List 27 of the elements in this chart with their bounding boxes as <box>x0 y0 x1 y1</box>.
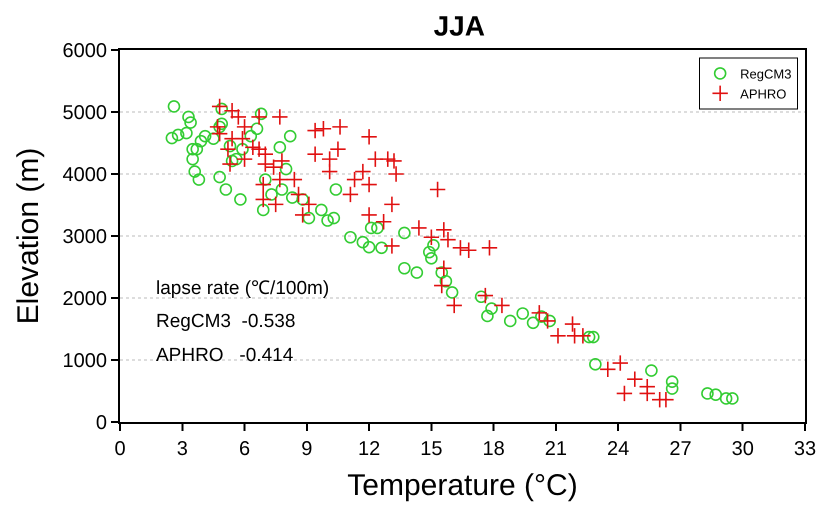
annotation: RegCM3 -0.538 <box>156 311 296 332</box>
y-tick-label: 6000 <box>62 40 107 62</box>
legend-label: RegCM3 <box>740 66 792 82</box>
x-tick-label: 3 <box>176 438 188 460</box>
y-tick-label: 1000 <box>62 350 107 372</box>
x-tick-label: 12 <box>358 438 380 460</box>
y-axis-title: Elevation (m) <box>12 148 45 324</box>
x-tick-label: 33 <box>794 438 816 460</box>
x-tick-label: 0 <box>114 438 126 460</box>
y-tick-label: 2000 <box>62 288 107 310</box>
x-tick-label: 18 <box>482 438 505 460</box>
x-tick-label: 21 <box>544 438 568 460</box>
x-tick-label: 24 <box>607 438 630 460</box>
y-tick-label: 0 <box>96 412 107 434</box>
annotation: lapse rate (℃/100m) <box>156 278 330 299</box>
x-axis-title: Temperature (°C) <box>347 469 578 502</box>
x-tick-label: 27 <box>669 438 692 460</box>
x-tick-label: 30 <box>732 438 754 460</box>
y-tick-label: 5000 <box>62 102 107 124</box>
chart-title: JJA <box>434 10 485 42</box>
x-tick-label: 9 <box>301 438 312 460</box>
x-tick-label: 15 <box>420 438 442 460</box>
x-tick-label: 6 <box>238 438 250 460</box>
legend-label: APHRO <box>740 86 786 102</box>
annotation: APHRO -0.414 <box>156 345 294 366</box>
y-tick-label: 4000 <box>62 164 107 186</box>
y-tick-label: 3000 <box>62 226 107 248</box>
